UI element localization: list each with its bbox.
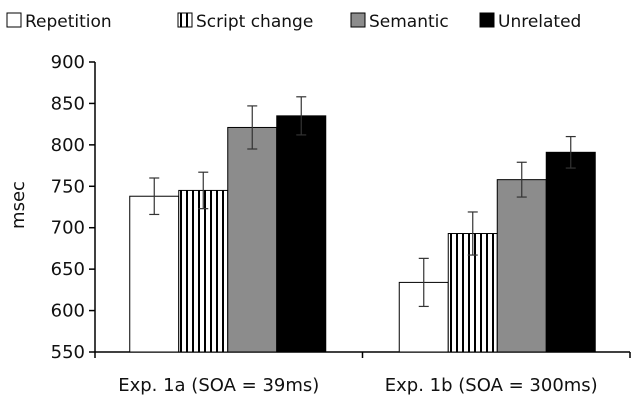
bars (129, 115, 596, 353)
legend-label: Script change (196, 12, 313, 32)
error-bar-semantic-2 (516, 161, 527, 198)
error-bar-script-change-1 (198, 171, 209, 210)
legend-swatch (177, 12, 193, 28)
category-labels: Exp. 1a (SOA = 39ms) Exp. 1b (SOA = 300ms… (118, 375, 598, 396)
category-label-1: Exp. 1a (SOA = 39ms) (118, 375, 319, 396)
y-tick-label: 850 (51, 93, 85, 114)
error-bar-repetition-1 (149, 177, 160, 216)
y-tick-label: 550 (51, 342, 85, 363)
bar-semantic-1 (227, 126, 278, 353)
legend-item-script-change: Script change (177, 12, 313, 32)
y-tick-label: 650 (51, 259, 85, 280)
legend-label: Repetition (25, 12, 112, 32)
legend-swatch (6, 12, 22, 28)
bar-repetition-1 (129, 195, 180, 353)
legend-swatch (479, 12, 495, 28)
legend-item-unrelated: Unrelated (479, 12, 581, 32)
legend-label: Unrelated (498, 12, 581, 32)
y-tick-label: 900 (51, 52, 85, 73)
bar-unrelated-2 (545, 151, 596, 353)
error-bar-semantic-1 (247, 105, 258, 150)
error-bar-script-change-2 (467, 211, 478, 256)
error-bar-unrelated-1 (296, 96, 307, 136)
legend-label: Semantic (369, 12, 449, 32)
error-bar-repetition-2 (418, 257, 429, 308)
error-bar-unrelated-2 (565, 135, 576, 169)
y-tick-label: 600 (51, 301, 85, 322)
bar-unrelated-1 (276, 115, 327, 353)
legend: Repetition Script change Semantic Unrelated (6, 12, 581, 32)
error-bars (149, 96, 576, 308)
y-axis-label: msec (8, 181, 29, 229)
legend-swatch (350, 12, 366, 28)
y-tick-label: 750 (51, 176, 85, 197)
category-label-2: Exp. 1b (SOA = 300ms) (385, 375, 598, 396)
y-tick-label: 700 (51, 218, 85, 239)
y-tick-label: 800 (51, 135, 85, 156)
bar-script-change-1 (178, 189, 229, 353)
legend-item-semantic: Semantic (350, 12, 449, 32)
legend-item-repetition: Repetition (6, 12, 112, 32)
bar-semantic-2 (496, 179, 547, 353)
